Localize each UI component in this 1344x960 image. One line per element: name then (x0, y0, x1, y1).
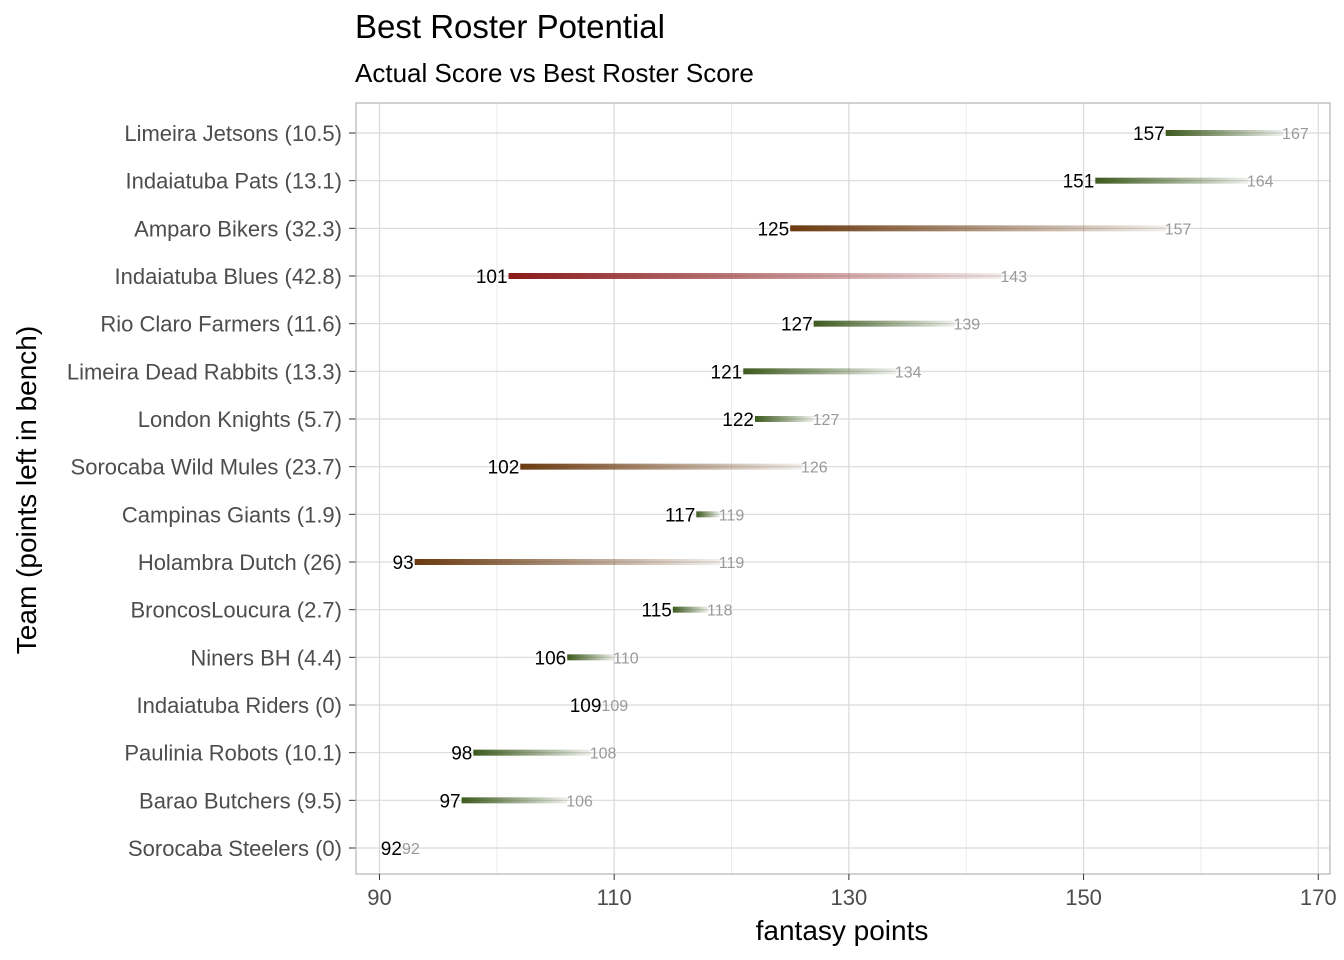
grid (356, 103, 1330, 874)
actual-score-label: 115 (642, 601, 672, 622)
actual-score-label: 93 (393, 553, 414, 574)
y-tick-label: Limeira Dead Rabbits (13.3) (67, 359, 342, 384)
score-segment (520, 463, 802, 470)
x-tick-label: 130 (831, 885, 868, 910)
best-score-label: 157 (1165, 221, 1192, 238)
actual-score-label: 122 (722, 410, 754, 431)
y-tick-label: Rio Claro Farmers (11.6) (100, 312, 342, 337)
y-tick-label: Sorocaba Steelers (0) (128, 836, 342, 861)
score-segment (743, 368, 896, 375)
x-axis-title: fantasy points (756, 915, 929, 946)
actual-score-label: 101 (476, 267, 508, 288)
x-tick-label: 150 (1065, 885, 1102, 910)
score-segments (414, 130, 1284, 804)
y-axis-title: Team (points left in bench) (11, 326, 42, 654)
x-tick-label: 170 (1300, 885, 1337, 910)
best-score-label: 106 (566, 793, 593, 810)
best-score-label: 127 (813, 412, 840, 429)
score-segment (473, 749, 591, 756)
data-labels: 157 167 151 164 125 157 101 143 127 139 121 134 122 1… (381, 124, 1309, 860)
score-segment (1165, 130, 1284, 136)
y-tick-label: Niners BH (4.4) (190, 645, 342, 670)
y-tick-label: BroncosLoucura (2.7) (130, 598, 342, 623)
score-segment (508, 273, 1002, 279)
chart-subtitle: Actual Score vs Best Roster Score (355, 58, 754, 88)
y-tick-label: Indaiatuba Blues (42.8) (115, 264, 343, 289)
actual-score-label: 102 (488, 458, 520, 479)
actual-score-label: 117 (665, 505, 695, 526)
y-tick-label: Campinas Giants (1.9) (122, 502, 342, 527)
best-score-label: 143 (1000, 269, 1027, 286)
best-score-label: 134 (895, 364, 922, 381)
y-tick-label: Indaiatuba Riders (0) (137, 693, 342, 718)
chart-title: Best Roster Potential (355, 8, 665, 45)
actual-score-label: 92 (381, 839, 402, 860)
best-score-label: 119 (719, 507, 745, 524)
y-tick-label: Limeira Jetsons (10.5) (124, 121, 342, 146)
score-segment (1095, 177, 1248, 184)
actual-score-label: 98 (451, 744, 472, 765)
score-segment (567, 654, 615, 661)
best-score-label: 110 (613, 650, 639, 667)
score-segment (672, 606, 709, 613)
actual-score-label: 106 (535, 648, 567, 669)
best-score-label: 92 (402, 841, 420, 858)
actual-score-label: 121 (711, 362, 743, 383)
panel-border (355, 102, 1331, 875)
y-tick-label: Amparo Bikers (32.3) (134, 216, 342, 241)
x-tick-label: 90 (367, 885, 391, 910)
score-segment (461, 797, 568, 804)
actual-score-label: 125 (757, 219, 789, 240)
best-score-label: 109 (601, 698, 628, 715)
best-score-label: 119 (719, 555, 745, 572)
best-score-label: 126 (801, 460, 828, 477)
y-tick-label: Sorocaba Wild Mules (23.7) (71, 455, 342, 480)
axes: Limeira Jetsons (10.5) Indaiatuba Pats (1… (67, 102, 1337, 910)
y-tick-label: London Knights (5.7) (138, 407, 342, 432)
y-tick-label: Barao Butchers (9.5) (139, 788, 342, 813)
y-tick-label: Paulinia Robots (10.1) (124, 741, 342, 766)
best-score-label: 167 (1282, 126, 1309, 143)
score-segment (696, 511, 720, 518)
best-score-label: 139 (953, 317, 980, 334)
score-segment (790, 225, 1166, 232)
y-tick-label: Indaiatuba Pats (13.1) (126, 169, 342, 194)
best-score-label: 118 (707, 603, 733, 620)
actual-score-label: 157 (1133, 124, 1165, 145)
actual-score-label: 97 (439, 791, 460, 812)
actual-score-label: 151 (1063, 172, 1095, 193)
best-score-label: 108 (590, 746, 617, 763)
score-segment (754, 416, 814, 422)
best-score-label: 164 (1247, 174, 1274, 191)
x-tick-label: 110 (597, 885, 632, 910)
score-segment (813, 320, 955, 327)
score-segment (414, 559, 720, 565)
actual-score-label: 127 (781, 315, 813, 336)
actual-score-label: 109 (570, 696, 602, 717)
y-tick-label: Holambra Dutch (26) (138, 550, 342, 575)
